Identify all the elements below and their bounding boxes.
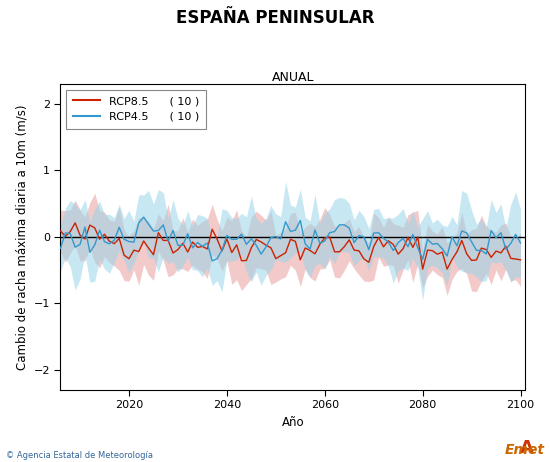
Title: ANUAL: ANUAL: [272, 71, 314, 84]
X-axis label: Año: Año: [282, 415, 304, 429]
Text: ESPAÑA PENINSULAR: ESPAÑA PENINSULAR: [176, 9, 374, 27]
Text: Emet: Emet: [504, 444, 544, 457]
Text: A: A: [520, 439, 534, 457]
Y-axis label: Cambio de racha máxima diaria a 10m (m/s): Cambio de racha máxima diaria a 10m (m/s…: [15, 104, 28, 370]
Text: © Agencia Estatal de Meteorología: © Agencia Estatal de Meteorología: [6, 451, 152, 460]
Legend: RCP8.5      ( 10 ), RCP4.5      ( 10 ): RCP8.5 ( 10 ), RCP4.5 ( 10 ): [66, 90, 206, 128]
